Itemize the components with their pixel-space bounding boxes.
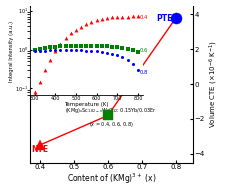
Y-axis label: Volume CTE (×10$^{-6}$ K$^{-1}$): Volume CTE (×10$^{-6}$ K$^{-1}$) [207,40,220,128]
Text: 0.6: 0.6 [140,48,148,53]
X-axis label: Temperature (K): Temperature (K) [64,102,109,107]
Text: (KMg)$_x$Sc$_{1.82-x}$W$_3$O$_{12}$: 0.15Yb/0.03Er: (KMg)$_x$Sc$_{1.82-x}$W$_3$O$_{12}$: 0.1… [65,106,157,115]
Y-axis label: Integral Intensity (a.u.): Integral Intensity (a.u.) [9,20,14,82]
X-axis label: Content of (KMg)$^{3+}$ (x): Content of (KMg)$^{3+}$ (x) [67,172,156,186]
Text: PTE: PTE [156,14,173,23]
Text: ($x$ = 0.4, 0.6, 0.8): ($x$ = 0.4, 0.6, 0.8) [89,120,134,129]
Text: 0.4: 0.4 [140,15,148,20]
Text: 0.8: 0.8 [140,70,148,75]
Text: NTE: NTE [31,145,48,154]
